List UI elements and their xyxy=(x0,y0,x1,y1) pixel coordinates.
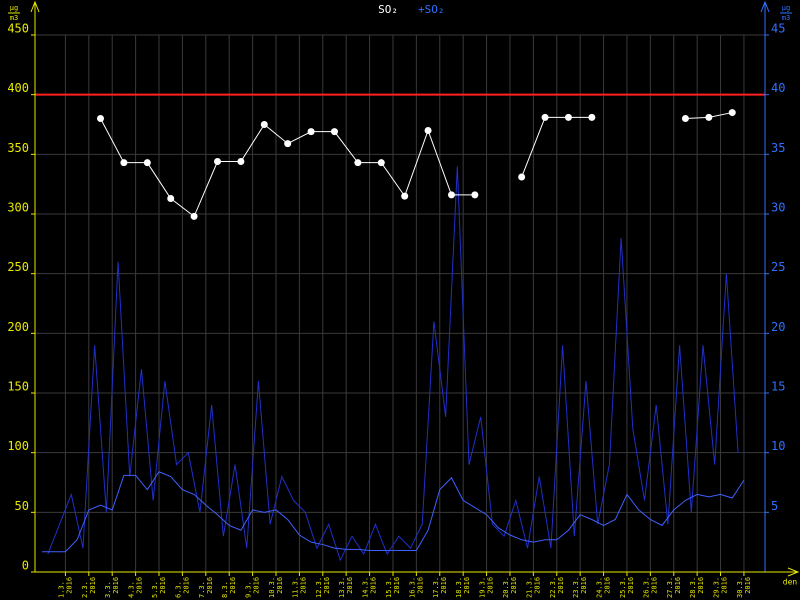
x-tick-label: 27.3. 2016 xyxy=(666,577,682,598)
x-tick-label: 29.3. 2016 xyxy=(713,577,729,598)
series-line xyxy=(100,118,475,218)
data-point xyxy=(214,157,221,165)
y2-tick-label: 25 xyxy=(771,260,785,274)
x-tick-label: 7.3. 2016 xyxy=(198,577,214,598)
y-tick-label: 350 xyxy=(7,141,29,155)
series-line xyxy=(521,116,592,178)
data-point xyxy=(541,113,549,121)
y-tick-label: 0 xyxy=(22,559,29,573)
series-line xyxy=(42,471,745,553)
data-point xyxy=(307,128,315,136)
x-tick-label: 10.3. 2016 xyxy=(268,577,284,598)
y-axis-arrow xyxy=(30,0,40,13)
x-tick-label: 28.3. 2016 xyxy=(689,577,705,598)
data-point xyxy=(143,159,151,167)
data-point xyxy=(190,212,198,220)
x-label: den xyxy=(783,578,798,587)
data-point xyxy=(588,113,596,121)
y2-tick-label: 40 xyxy=(771,81,785,95)
x-tick-label: 19.3. 2016 xyxy=(479,577,495,598)
y2-tick-label: 20 xyxy=(771,320,785,334)
x-tick-label: 2.3. 2016 xyxy=(81,577,97,598)
x-tick-label: 12.3. 2016 xyxy=(315,577,331,598)
x-tick-label: 1.3. 2016 xyxy=(57,577,73,598)
x-tick-label: 20.3. 2016 xyxy=(502,577,518,598)
x-tick-label: 30.3. 2016 xyxy=(736,577,752,598)
x-tick-label: 23.3. 2016 xyxy=(572,577,588,598)
data-point xyxy=(120,159,128,167)
grid xyxy=(35,34,765,573)
data-point xyxy=(401,192,409,200)
data-point xyxy=(728,109,736,117)
y-tick-label: 200 xyxy=(7,320,29,334)
x-tick-label: 22.3. 2016 xyxy=(549,577,565,598)
x-tick-label: 18.3. 2016 xyxy=(455,577,471,598)
x-tick-label: 4.3. 2016 xyxy=(128,577,144,598)
x-tick-label: 13.3. 2016 xyxy=(338,577,354,598)
data-point xyxy=(447,191,455,199)
x-tick-label: 24.3. 2016 xyxy=(596,577,612,598)
data-point xyxy=(330,128,338,136)
y-unit-num: μg xyxy=(10,4,18,12)
series-line xyxy=(47,166,739,562)
data-point xyxy=(471,191,479,199)
data-point xyxy=(424,126,432,134)
x-tick-label: 15.3. 2016 xyxy=(385,577,401,598)
data-point xyxy=(705,113,713,121)
data-point xyxy=(167,194,175,202)
y2-tick-label: 10 xyxy=(771,439,785,453)
y-tick-label: 400 xyxy=(7,81,29,95)
y2-tick-label: 5 xyxy=(771,499,778,513)
legend-entry: SO₂ xyxy=(378,3,398,16)
y2-unit-num: μg xyxy=(782,4,790,12)
x-tick-label: 9.3. 2016 xyxy=(245,577,261,598)
y2-tick-label: 35 xyxy=(771,141,785,155)
y2-tick-label: 45 xyxy=(771,22,785,36)
y-tick-label: 450 xyxy=(7,22,29,36)
x-tick-label: 26.3. 2016 xyxy=(642,577,658,598)
data-point xyxy=(260,121,268,128)
y2-axis-arrow xyxy=(760,0,770,13)
data-point xyxy=(564,113,572,121)
x-tick-label: 3.3. 2016 xyxy=(104,577,120,598)
data-point xyxy=(354,159,362,167)
y-tick-label: 250 xyxy=(7,260,29,274)
data-point xyxy=(518,173,526,181)
y-tick-label: 100 xyxy=(7,439,29,453)
x-tick-label: 14.3. 2016 xyxy=(362,577,378,598)
x-axis-arrow xyxy=(787,567,800,577)
x-tick-label: 21.3. 2016 xyxy=(525,577,541,598)
y-tick-label: 50 xyxy=(15,499,29,513)
y-unit-den: m3 xyxy=(10,14,18,22)
x-tick-label: 5.3. 2016 xyxy=(151,577,167,598)
data-point xyxy=(377,159,385,167)
y-tick-label: 150 xyxy=(7,380,29,394)
legend-entry: +SO₂ xyxy=(418,3,445,16)
plot xyxy=(35,93,765,562)
axes xyxy=(30,0,800,577)
x-tick-label: 6.3. 2016 xyxy=(174,577,190,598)
x-tick-label: 17.3. 2016 xyxy=(432,577,448,598)
y2-tick-label: 15 xyxy=(771,380,785,394)
x-tick-label: 16.3. 2016 xyxy=(408,577,424,598)
data-point xyxy=(97,115,105,123)
x-tick-label: 25.3. 2016 xyxy=(619,577,635,598)
x-tick-label: 8.3. 2016 xyxy=(221,577,237,598)
x-tick-label: 11.3. 2016 xyxy=(291,577,307,598)
data-point xyxy=(681,115,689,123)
data-point xyxy=(237,157,245,165)
y2-unit-den: m3 xyxy=(782,14,790,22)
data-point xyxy=(284,140,292,148)
y-tick-label: 300 xyxy=(7,201,29,215)
y2-tick-label: 30 xyxy=(771,201,785,215)
